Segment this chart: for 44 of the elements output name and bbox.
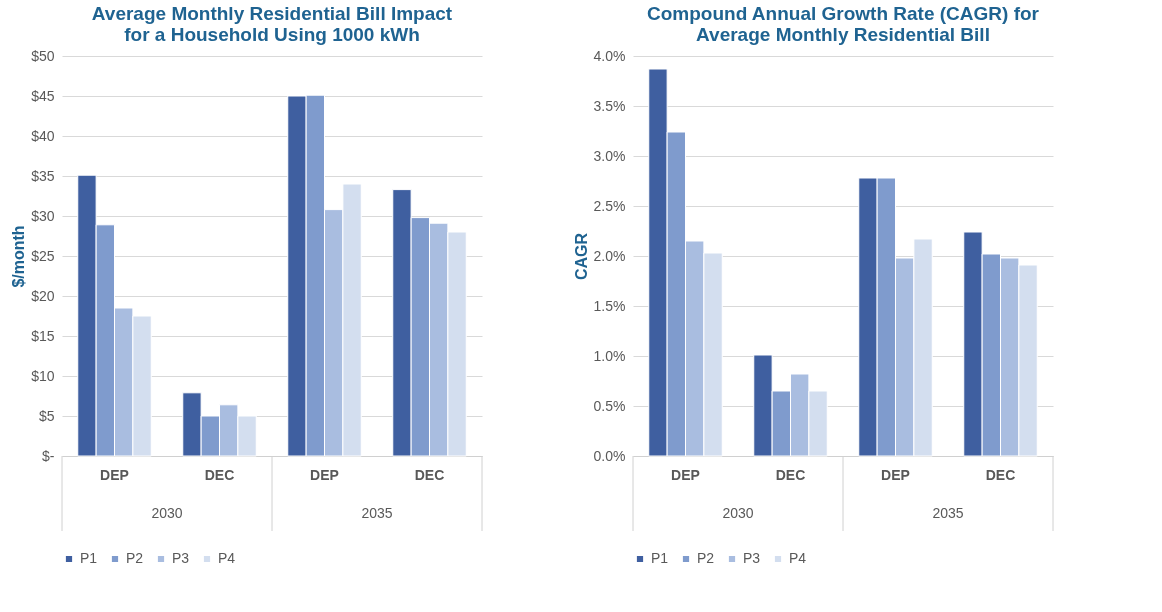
legend-label: P4 xyxy=(789,550,807,566)
y-tick-label: $10 xyxy=(31,367,55,384)
y-tick-label: $50 xyxy=(31,47,55,64)
y-tick-label: 0.0% xyxy=(593,447,626,464)
y-tick-label: $25 xyxy=(31,247,55,264)
y-tick-label: 4.0% xyxy=(593,47,626,64)
y-tick-label: $- xyxy=(42,447,55,464)
x-tick-label: DEC xyxy=(414,466,445,483)
y-tick-label: $30 xyxy=(31,207,55,224)
chart-title: Compound Annual Growth Rate (CAGR) for Average Monthly Residential Bill xyxy=(647,3,1040,45)
text: 2030 xyxy=(151,505,183,521)
text: 2030 xyxy=(722,505,754,521)
x-tick-label: DEC xyxy=(775,466,806,483)
legend-label: P1 xyxy=(80,550,98,566)
x-tick-label: DEP xyxy=(100,466,129,483)
y-tick-label: $5 xyxy=(38,407,55,424)
y-tick-label: 1.5% xyxy=(593,297,626,314)
y-tick-label: 2.0% xyxy=(593,247,626,264)
legend-label: P2 xyxy=(126,550,144,566)
y-axis-title: $/month xyxy=(10,225,28,288)
legend-label: P1 xyxy=(651,550,669,566)
y-tick-label: $40 xyxy=(31,127,55,144)
y-tick-label: 1.0% xyxy=(593,347,626,364)
x-tick-label: DEP xyxy=(671,466,700,483)
y-tick-label: 2.5% xyxy=(593,197,626,214)
y-tick-label: 3.5% xyxy=(593,97,626,114)
legend-label: P4 xyxy=(218,550,236,566)
y-tick-label: 3.0% xyxy=(593,147,626,164)
y-tick-label: $35 xyxy=(31,167,55,184)
y-tick-label: 0.5% xyxy=(593,397,626,414)
x-tick-label: DEP xyxy=(310,466,339,483)
x-tick-label: DEC xyxy=(985,466,1016,483)
y-tick-label: $20 xyxy=(31,287,55,304)
legend-label: P3 xyxy=(743,550,761,566)
y-tick-label: $15 xyxy=(31,327,55,344)
legend-label: P2 xyxy=(697,550,715,566)
chart-title: Average Monthly Residential Bill Impact for a Household Using 1000 kWh xyxy=(91,3,453,45)
legend-label: P3 xyxy=(172,550,190,566)
y-tick-label: $45 xyxy=(31,87,55,104)
y-axis-title: CAGR xyxy=(572,232,590,281)
x-tick-label: DEC xyxy=(204,466,235,483)
text: 2035 xyxy=(361,505,393,521)
x-tick-label: DEP xyxy=(881,466,910,483)
text: 2035 xyxy=(932,505,964,521)
